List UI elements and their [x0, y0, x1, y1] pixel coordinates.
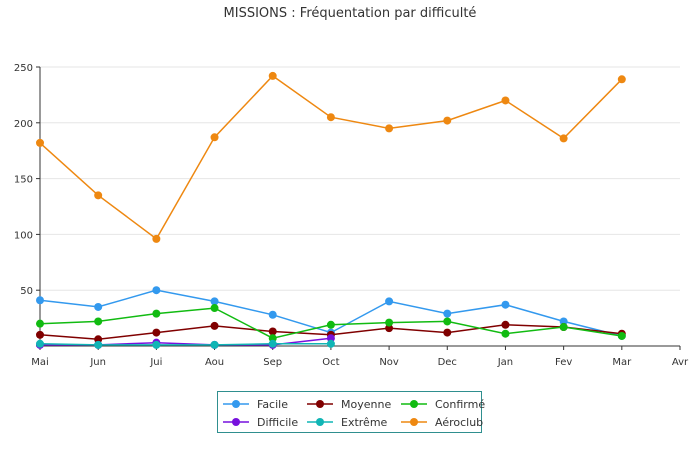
legend-swatch-moyenne — [307, 400, 333, 408]
legend-item-aeroclub: Aéroclub — [399, 414, 483, 430]
data-point-extreme — [326, 339, 335, 348]
data-point-aeroclub — [94, 191, 103, 200]
legend-swatch-difficile — [223, 418, 249, 426]
y-tick-label: 250 — [14, 63, 33, 74]
data-point-facile — [559, 317, 568, 326]
data-point-facile — [210, 297, 219, 306]
data-point-aeroclub — [617, 75, 626, 84]
data-point-aeroclub — [559, 134, 568, 143]
x-tick-label: Mai — [31, 357, 49, 368]
data-point-facile — [36, 296, 44, 305]
legend-swatch-aeroclub — [401, 418, 427, 426]
x-tick-label: Sep — [263, 357, 282, 368]
series-line-extreme — [39, 343, 331, 346]
x-tick-label: Jun — [89, 357, 106, 368]
data-point-facile — [443, 309, 452, 318]
data-point-facile — [94, 302, 103, 311]
data-point-moyenne — [210, 321, 219, 330]
data-point-moyenne — [268, 327, 277, 336]
data-point-aeroclub — [210, 133, 219, 142]
legend-item-moyenne: Moyenne — [305, 396, 391, 412]
data-point-extreme — [94, 340, 103, 349]
data-point-confirme — [268, 334, 277, 343]
data-point-facile — [385, 297, 394, 306]
legend-swatch-facile — [223, 400, 249, 408]
data-point-confirme — [617, 331, 626, 340]
data-point-aeroclub — [385, 124, 394, 133]
legend-item-difficile: Difficile — [221, 414, 298, 430]
x-tick-label: Dec — [438, 357, 457, 368]
y-tick-label: 150 — [14, 175, 33, 186]
x-tick-label: Aou — [205, 357, 224, 368]
data-point-extreme — [268, 339, 277, 348]
data-point-moyenne — [385, 324, 394, 333]
y-tick-label: 100 — [14, 230, 33, 241]
legend-item-facile: Facile — [221, 396, 288, 412]
data-point-aeroclub — [501, 96, 510, 105]
legend-label: Confirmé — [435, 397, 486, 411]
x-tick-label: Mar — [612, 357, 632, 368]
series-line-aeroclub — [39, 74, 623, 241]
x-tick-label: Jan — [497, 357, 513, 368]
x-tick-label: Avr — [672, 357, 689, 368]
data-point-confirme — [443, 317, 452, 326]
data-point-aeroclub — [268, 71, 277, 80]
x-tick-label: Fev — [555, 357, 572, 368]
data-point-aeroclub — [326, 113, 335, 122]
y-tick-label: 50 — [20, 286, 33, 297]
x-tick-label: Jui — [149, 357, 162, 368]
x-tick-label: Oct — [322, 357, 339, 368]
legend-swatch-extreme — [307, 418, 333, 426]
data-point-facile — [152, 286, 161, 295]
legend-swatch-confirme — [401, 400, 427, 408]
data-point-moyenne — [152, 328, 161, 337]
chart-legend: Facile Moyenne Confirmé Difficile Extrême Aér… — [217, 391, 485, 433]
data-point-aeroclub — [152, 234, 161, 243]
data-point-moyenne — [443, 328, 452, 337]
data-point-confirme — [36, 319, 44, 328]
data-point-confirme — [210, 304, 219, 313]
legend-label: Facile — [257, 397, 288, 411]
data-point-extreme — [152, 340, 161, 349]
y-tick-label: 200 — [14, 119, 33, 130]
data-point-confirme — [501, 329, 510, 338]
chart-title: MISSIONS : Fréquentation par difficulté — [223, 6, 477, 21]
x-tick-label: Nov — [379, 357, 399, 368]
data-point-moyenne — [501, 320, 510, 329]
legend-label: Moyenne — [341, 397, 392, 411]
data-point-aeroclub — [443, 116, 452, 125]
data-point-moyenne — [94, 335, 103, 344]
legend-item-confirme: Confirmé — [399, 396, 485, 412]
data-point-confirme — [326, 320, 335, 329]
data-point-moyenne — [36, 330, 44, 339]
data-point-confirme — [94, 317, 103, 326]
data-point-confirme — [559, 323, 568, 332]
legend-label: Difficile — [257, 415, 299, 429]
legend-label: Extrême — [341, 415, 388, 429]
data-point-facile — [268, 310, 277, 319]
data-point-aeroclub — [36, 138, 44, 147]
data-point-extreme — [210, 340, 219, 349]
data-point-confirme — [152, 309, 161, 318]
data-point-difficile — [326, 334, 335, 343]
data-point-extreme — [36, 339, 44, 348]
legend-item-extreme: Extrême — [305, 414, 387, 430]
data-point-facile — [501, 300, 510, 309]
legend-label: Aéroclub — [435, 415, 484, 429]
data-point-confirme — [385, 318, 394, 327]
